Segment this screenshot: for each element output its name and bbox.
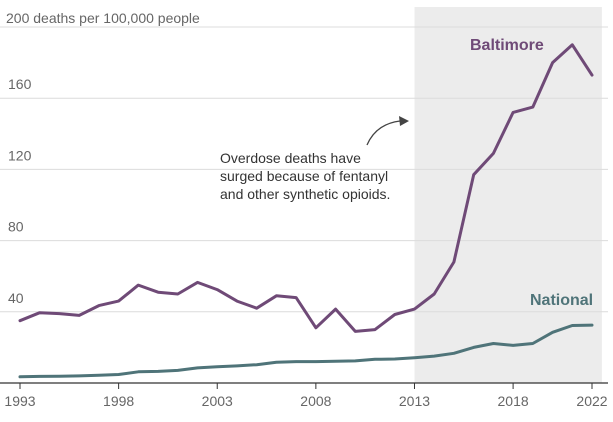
y-tick-label-160: 160 bbox=[8, 76, 32, 92]
series-label-baltimore: Baltimore bbox=[470, 37, 544, 54]
x-tick-label-2018: 2018 bbox=[498, 393, 529, 409]
y-axis-labels: 40 80 120 160 bbox=[8, 76, 32, 306]
annotation: Overdose deaths have surged because of f… bbox=[220, 116, 409, 202]
fentanyl-era-shaded-region bbox=[414, 7, 602, 383]
x-tick-label-1998: 1998 bbox=[103, 393, 134, 409]
series-label-national: National bbox=[530, 292, 593, 309]
chart-title: 200 deaths per 100,000 people bbox=[6, 10, 200, 26]
x-tick-label-2013: 2013 bbox=[399, 393, 430, 409]
series-line-baltimore bbox=[18, 43, 594, 333]
y-tick-label-40: 40 bbox=[8, 290, 24, 306]
series-line-national bbox=[18, 323, 594, 379]
y-tick-label-120: 120 bbox=[8, 147, 32, 163]
series-labels: Baltimore National bbox=[470, 37, 593, 309]
y-tick-label-80: 80 bbox=[8, 219, 24, 235]
x-tick-label-1993: 1993 bbox=[4, 393, 35, 409]
annotation-arrow-line bbox=[366, 120, 401, 146]
x-axis-ticks: 1993 1998 2003 2008 2013 2018 2022 bbox=[4, 383, 608, 409]
annotation-line-3: and other synthetic opioids. bbox=[220, 186, 390, 202]
x-tick-label-2022: 2022 bbox=[576, 393, 607, 409]
annotation-arrow-head bbox=[399, 116, 409, 126]
gridlines bbox=[0, 26, 608, 313]
x-tick-label-2008: 2008 bbox=[300, 393, 331, 409]
x-tick-label-2003: 2003 bbox=[202, 393, 233, 409]
annotation-line-2: surged because of fentanyl bbox=[220, 168, 388, 184]
series-lines bbox=[18, 43, 594, 379]
annotation-line-1: Overdose deaths have bbox=[220, 150, 361, 166]
